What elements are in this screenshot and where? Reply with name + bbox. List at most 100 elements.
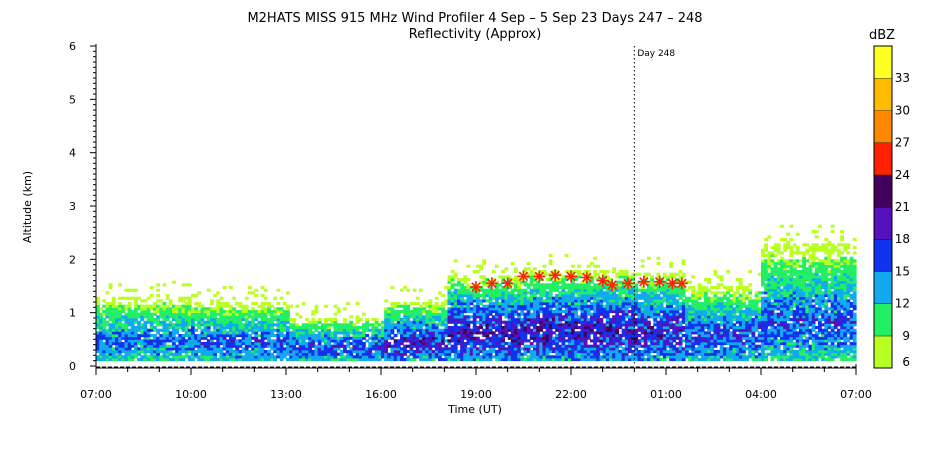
reflectivity-cell (770, 328, 775, 332)
reflectivity-cell (738, 352, 743, 356)
reflectivity-cell (412, 334, 417, 338)
reflectivity-cell (723, 310, 727, 314)
reflectivity-cell (609, 286, 613, 290)
reflectivity-cell (178, 310, 183, 314)
reflectivity-cell (707, 288, 711, 292)
reflectivity-cell (764, 307, 768, 311)
reflectivity-cell (206, 358, 211, 362)
reflectivity-cell (628, 288, 632, 292)
reflectivity-cell (498, 328, 502, 332)
reflectivity-cell (355, 350, 360, 354)
reflectivity-cell (308, 347, 312, 351)
reflectivity-cell (317, 350, 322, 354)
reflectivity-cell (102, 342, 107, 346)
reflectivity-cell (609, 320, 613, 324)
reflectivity-cell (317, 331, 322, 335)
reflectivity-cell (115, 347, 119, 351)
reflectivity-cell (301, 302, 306, 306)
reflectivity-cell (99, 355, 103, 359)
reflectivity-cell (438, 320, 442, 324)
reflectivity-cell (428, 328, 433, 332)
reflectivity-cell (286, 326, 290, 330)
reflectivity-cell (238, 350, 243, 354)
reflectivity-cell (593, 272, 597, 276)
reflectivity-cell (488, 318, 493, 322)
reflectivity-cell (444, 320, 449, 324)
reflectivity-cell (615, 334, 620, 338)
reflectivity-cell (647, 350, 651, 354)
reflectivity-cell (469, 358, 474, 362)
reflectivity-cell (659, 315, 664, 319)
reflectivity-cell (514, 352, 518, 356)
reflectivity-cell (574, 283, 578, 287)
reflectivity-cell (761, 344, 765, 348)
reflectivity-cell (691, 323, 696, 327)
reflectivity-cell (346, 336, 350, 340)
reflectivity-cell (621, 320, 626, 324)
reflectivity-cell (529, 358, 534, 362)
reflectivity-cell (697, 312, 702, 316)
reflectivity-cell (583, 352, 588, 356)
reflectivity-cell (561, 299, 566, 303)
reflectivity-cell (545, 320, 550, 324)
reflectivity-cell (504, 310, 509, 314)
reflectivity-cell (251, 312, 255, 316)
reflectivity-cell (612, 355, 616, 359)
reflectivity-cell (510, 302, 515, 306)
reflectivity-cell (187, 320, 192, 324)
reflectivity-cell (444, 286, 449, 290)
reflectivity-field (96, 224, 857, 362)
reflectivity-cell (482, 352, 487, 356)
reflectivity-cell (308, 336, 312, 340)
reflectivity-cell (542, 307, 547, 311)
reflectivity-cell (460, 344, 464, 348)
reflectivity-cell (305, 336, 309, 340)
reflectivity-cell (178, 334, 183, 338)
reflectivity-cell (298, 350, 303, 354)
reflectivity-cell (219, 302, 224, 306)
reflectivity-cell (216, 334, 221, 338)
reflectivity-cell (761, 310, 765, 314)
reflectivity-cell (257, 323, 262, 327)
reflectivity-cell (469, 294, 474, 298)
reflectivity-cell (612, 270, 616, 274)
reflectivity-cell (666, 323, 670, 327)
reflectivity-cell (675, 272, 680, 276)
reflectivity-cell (704, 347, 708, 351)
reflectivity-cell (463, 302, 468, 306)
reflectivity-cell (403, 358, 407, 362)
reflectivity-cell (593, 344, 597, 348)
reflectivity-cell (156, 299, 160, 303)
reflectivity-cell (422, 323, 426, 327)
reflectivity-cell (130, 358, 135, 362)
reflectivity-cell (159, 334, 164, 338)
reflectivity-cell (624, 336, 629, 340)
reflectivity-cell (260, 331, 265, 335)
reflectivity-cell (704, 291, 708, 295)
reflectivity-cell (191, 358, 195, 362)
reflectivity-cell (216, 344, 221, 348)
reflectivity-cell (495, 307, 499, 311)
reflectivity-cell (675, 328, 680, 332)
reflectivity-cell (681, 259, 686, 263)
reflectivity-cell (327, 342, 331, 346)
reflectivity-cell (691, 302, 696, 306)
reflectivity-cell (748, 291, 753, 295)
reflectivity-cell (580, 307, 585, 311)
reflectivity-cell (428, 344, 433, 348)
reflectivity-cell (463, 323, 468, 327)
reflectivity-cell (574, 323, 578, 327)
reflectivity-cell (453, 283, 458, 287)
reflectivity-cell (707, 302, 711, 306)
reflectivity-cell (181, 315, 186, 319)
reflectivity-cell (602, 307, 607, 311)
reflectivity-cell (365, 355, 369, 359)
reflectivity-cell (735, 352, 740, 356)
reflectivity-cell (678, 294, 683, 298)
reflectivity-cell (270, 355, 274, 359)
reflectivity-cell (102, 323, 107, 327)
reflectivity-cell (156, 318, 160, 322)
reflectivity-cell (314, 328, 319, 332)
reflectivity-cell (276, 342, 281, 346)
reflectivity-cell (697, 320, 702, 324)
